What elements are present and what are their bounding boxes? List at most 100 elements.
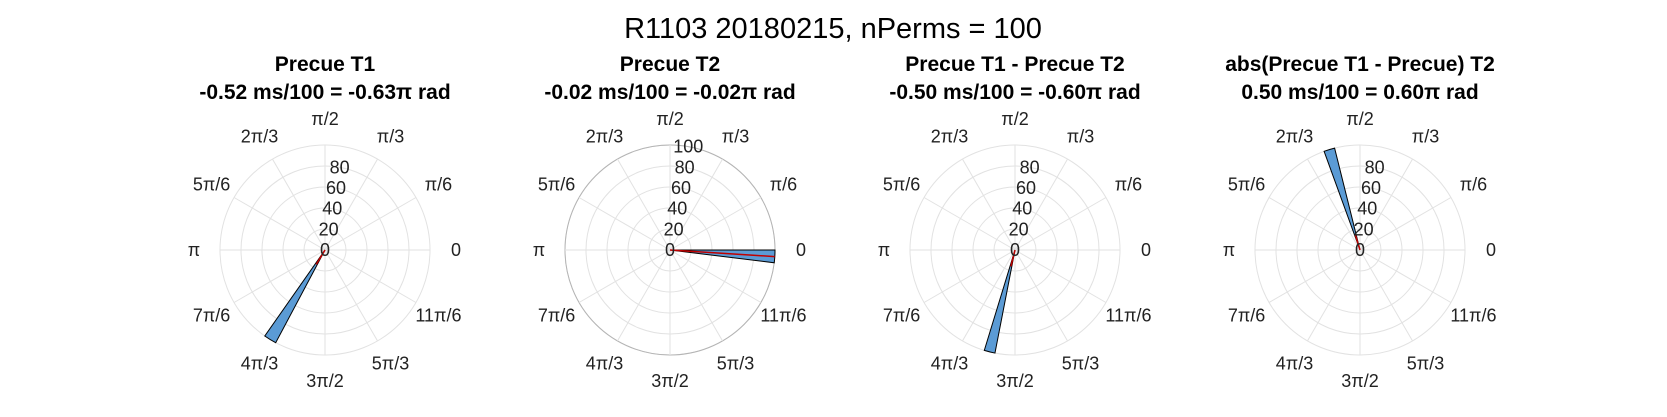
grid-spoke bbox=[1359, 249, 1452, 303]
radial-tick-label: 80 bbox=[1020, 157, 1040, 177]
grid-spoke bbox=[1268, 197, 1361, 251]
grid-spoke bbox=[617, 158, 671, 251]
grid-spoke bbox=[923, 249, 1016, 303]
angle-label: 7π/6 bbox=[538, 306, 575, 326]
angle-label: 11π/6 bbox=[1450, 306, 1496, 326]
angle-label: 7π/6 bbox=[883, 306, 920, 326]
radial-tick-label: 60 bbox=[1016, 178, 1036, 198]
angle-label: 4π/3 bbox=[586, 353, 623, 373]
grid-spoke bbox=[1359, 197, 1452, 251]
grid-spoke bbox=[324, 158, 378, 251]
angle-label: 4π/3 bbox=[241, 353, 278, 373]
radial-tick-label: 40 bbox=[1012, 199, 1032, 219]
grid-spoke bbox=[923, 197, 1016, 251]
polar-panel-4: abs(Precue T1 - Precue) T2 0.50 ms/100 = … bbox=[1223, 53, 1497, 391]
mean-vector bbox=[669, 249, 775, 258]
angle-label: 3π/2 bbox=[1341, 371, 1378, 391]
angle-label: 3π/2 bbox=[651, 371, 688, 391]
angle-label: 2π/3 bbox=[1276, 127, 1313, 147]
angle-label: 11π/6 bbox=[415, 306, 461, 326]
panel-subtitle: -0.52 ms/100 = -0.63π rad bbox=[199, 81, 450, 104]
radial-tick-label: 60 bbox=[326, 178, 346, 198]
grid-spoke bbox=[1307, 249, 1361, 342]
panel-title: Precue T1 - Precue T2 bbox=[905, 53, 1124, 76]
angle-label: 5π/3 bbox=[1407, 353, 1444, 373]
angle-label: π/6 bbox=[1115, 175, 1142, 195]
grid-spoke bbox=[962, 249, 1016, 342]
radial-tick-label: 40 bbox=[322, 199, 342, 219]
angle-label: 0 bbox=[1141, 240, 1151, 260]
radial-tick-label: 0 bbox=[320, 240, 330, 260]
radial-tick-label: 20 bbox=[1009, 219, 1029, 239]
radial-tick-label: 20 bbox=[319, 219, 339, 239]
mean-vector bbox=[1010, 249, 1016, 267]
radial-tick-label: 0 bbox=[665, 240, 675, 260]
grid-spoke bbox=[578, 197, 671, 251]
angle-label: π bbox=[533, 240, 545, 260]
grid-spoke bbox=[578, 249, 671, 303]
histogram-bar bbox=[264, 249, 326, 344]
grid-spoke bbox=[324, 197, 417, 251]
angle-label: 11π/6 bbox=[1105, 306, 1151, 326]
grid-spoke bbox=[1359, 249, 1413, 342]
angle-label: π/3 bbox=[1412, 127, 1439, 147]
histogram-bar bbox=[1323, 147, 1361, 251]
grid-spoke bbox=[272, 158, 326, 251]
radial-tick-label: 20 bbox=[1354, 219, 1374, 239]
grid-spoke bbox=[1268, 249, 1361, 303]
angle-label: π bbox=[878, 240, 890, 260]
grid-spoke bbox=[1014, 249, 1107, 303]
grid-spoke bbox=[1359, 158, 1413, 251]
angle-label: π/3 bbox=[1067, 127, 1094, 147]
angle-label: 5π/6 bbox=[883, 175, 920, 195]
grid-spoke bbox=[324, 249, 417, 303]
polar-panel-2: Precue T2-0.02 ms/100 = -0.02π rad020406… bbox=[533, 53, 807, 391]
radial-tick-label: 0 bbox=[1355, 240, 1365, 260]
angle-label: π bbox=[1223, 240, 1235, 260]
polar-panel-3: Precue T1 - Precue T2 -0.50 ms/100 = -0.6… bbox=[878, 53, 1152, 391]
angle-label: 0 bbox=[451, 240, 461, 260]
panel-subtitle: -0.02 ms/100 = -0.02π rad bbox=[544, 81, 795, 104]
grid-spoke bbox=[669, 197, 762, 251]
angle-label: π/2 bbox=[656, 109, 683, 129]
angle-label: 4π/3 bbox=[931, 353, 968, 373]
angle-label: π/3 bbox=[377, 127, 404, 147]
angle-label: 5π/3 bbox=[1062, 353, 1099, 373]
angle-label: 0 bbox=[796, 240, 806, 260]
grid-spoke bbox=[669, 249, 762, 303]
angle-label: 7π/6 bbox=[1228, 306, 1265, 326]
grid-spoke bbox=[617, 249, 671, 342]
grid-spoke bbox=[233, 197, 326, 251]
radial-tick-label: 80 bbox=[675, 157, 695, 177]
angle-label: π/6 bbox=[425, 175, 452, 195]
panel-title: abs(Precue T1 - Precue) T2 bbox=[1225, 53, 1495, 76]
grid-spoke bbox=[669, 158, 723, 251]
angle-label: 5π/3 bbox=[717, 353, 754, 373]
angle-label: 3π/2 bbox=[996, 371, 1033, 391]
panel-title: Precue T1 bbox=[275, 53, 376, 76]
angle-label: 5π/6 bbox=[1228, 175, 1265, 195]
angle-label: 2π/3 bbox=[241, 127, 278, 147]
radial-tick-label: 20 bbox=[664, 219, 684, 239]
angle-label: 11π/6 bbox=[760, 306, 806, 326]
angle-label: 3π/2 bbox=[306, 371, 343, 391]
angle-label: 2π/3 bbox=[931, 127, 968, 147]
panel-subtitle: -0.50 ms/100 = -0.60π rad bbox=[889, 81, 1140, 104]
radial-tick-label: 40 bbox=[1357, 199, 1377, 219]
radial-tick-label: 100 bbox=[673, 137, 703, 157]
angle-label: π/3 bbox=[722, 127, 749, 147]
radial-tick-label: 60 bbox=[1361, 178, 1381, 198]
radial-tick-label: 80 bbox=[330, 157, 350, 177]
angle-label: π/2 bbox=[1001, 109, 1028, 129]
histogram-bar bbox=[983, 249, 1016, 354]
angle-label: 5π/3 bbox=[372, 353, 409, 373]
figure-title: R1103 20180215, nPerms = 100 bbox=[624, 13, 1042, 45]
grid-spoke bbox=[1307, 158, 1361, 251]
angle-label: π/2 bbox=[311, 109, 338, 129]
grid-spoke bbox=[1014, 158, 1068, 251]
mean-vector bbox=[315, 249, 326, 265]
radial-tick-label: 60 bbox=[671, 178, 691, 198]
angle-label: 7π/6 bbox=[193, 306, 230, 326]
radial-tick-label: 0 bbox=[1010, 240, 1020, 260]
